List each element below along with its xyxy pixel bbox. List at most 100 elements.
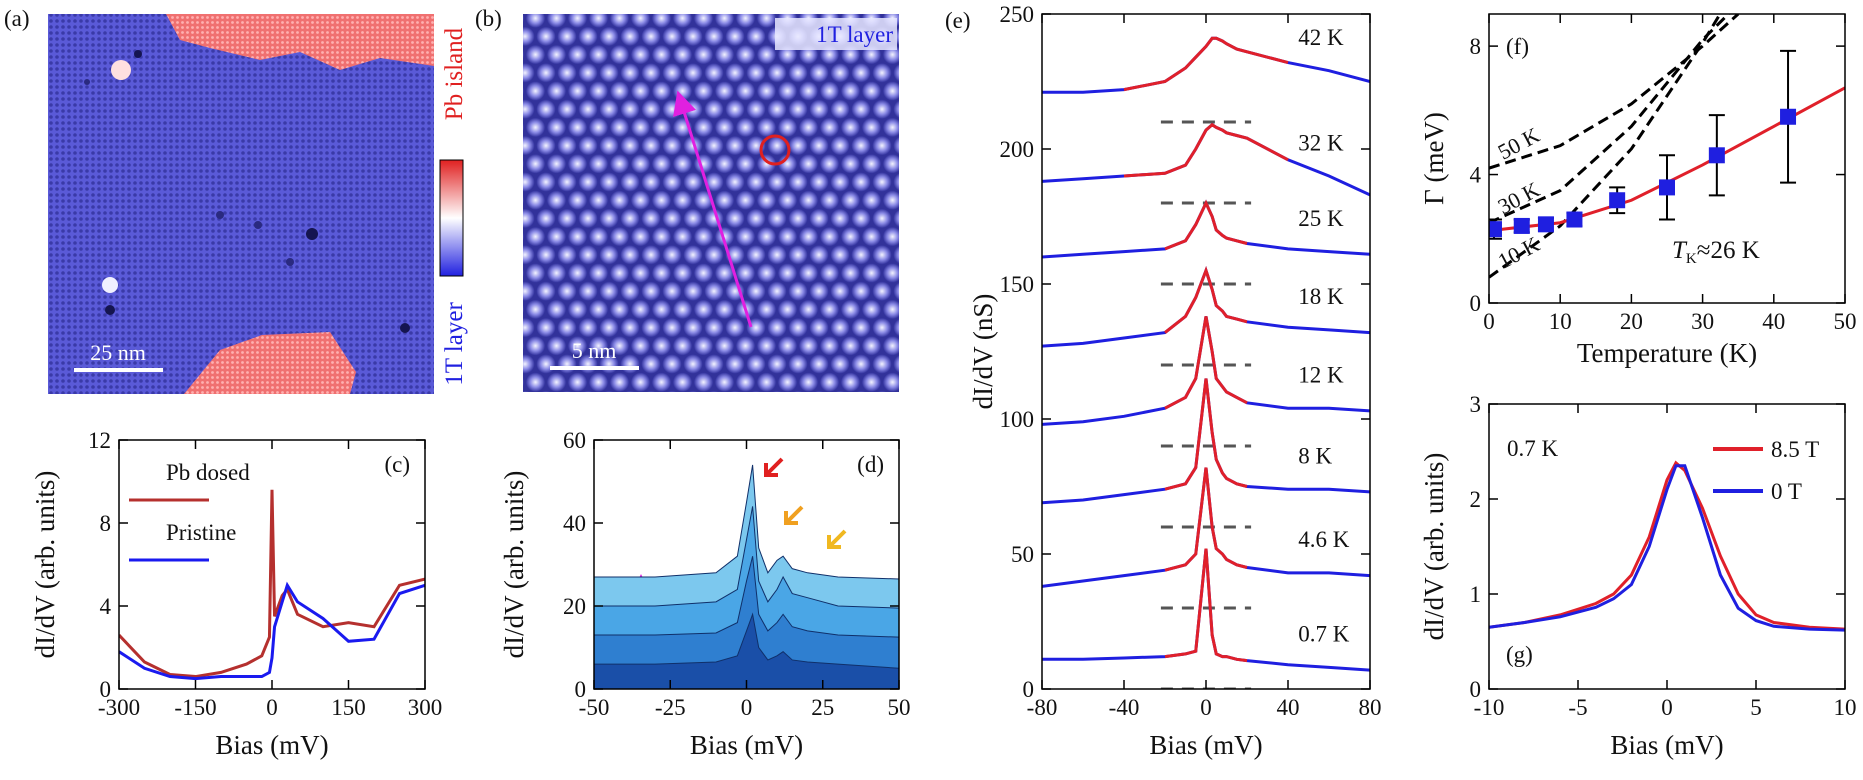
line (1164, 548, 1248, 663)
curve-label: 32 K (1298, 130, 1344, 155)
plot-area (119, 489, 425, 681)
y-tick-label: 8 (100, 511, 112, 536)
x-tick-label: 50 (1834, 309, 1857, 334)
curve-label: 10 K (1494, 231, 1544, 273)
plot-area (594, 464, 899, 689)
x-tick-label: 10 (1834, 695, 1857, 720)
x-axis-label: Bias (mV) (690, 730, 803, 760)
y-tick-label: 0 (1470, 677, 1482, 702)
x-axis-label: Bias (mV) (215, 730, 328, 760)
annotation-part: K (1686, 251, 1697, 267)
curve-label: 50 K (1494, 122, 1544, 164)
axes-frame (1488, 403, 1846, 690)
y-tick-label: 12 (88, 428, 111, 453)
y-tick-label: 2 (1470, 487, 1482, 512)
panel-label: (a) (4, 6, 30, 31)
x-tick-label: 0 (1661, 695, 1673, 720)
axes-frame (1041, 13, 1371, 690)
line (1164, 199, 1248, 251)
line (1489, 14, 1731, 225)
line (1164, 467, 1248, 572)
annotation: 0.7 K (1507, 436, 1559, 461)
curve-label: 18 K (1298, 284, 1344, 309)
line (119, 489, 425, 679)
y-tick-label: 50 (1011, 542, 1034, 567)
colorbar-top-label: Pb island (441, 27, 468, 120)
x-tick-label: 25 (811, 695, 834, 720)
y-tick-label: 0 (1023, 677, 1035, 702)
curve-label: 25 K (1298, 206, 1344, 231)
panel-label: (g) (1506, 642, 1533, 667)
y-tick-label: 20 (563, 594, 586, 619)
annotation-part: ≈26 K (1697, 237, 1760, 264)
panel-label: (d) (857, 452, 884, 477)
annotation: TK≈26 K (1672, 237, 1760, 267)
legend-label: Pristine (166, 520, 236, 545)
curve-label: 30 K (1494, 177, 1544, 219)
x-tick-label: 40 (1762, 309, 1785, 334)
y-tick-label: 4 (1470, 163, 1482, 188)
x-tick-label: -80 (1027, 695, 1058, 720)
y-tick-label: 4 (100, 594, 112, 619)
line (1164, 316, 1248, 410)
x-tick-label: -150 (174, 695, 216, 720)
y-axis-label: Γ (meV) (1419, 112, 1449, 205)
x-tick-label: 80 (1359, 695, 1382, 720)
marker (1537, 216, 1554, 233)
y-axis-label: dI/dV (arb. units) (30, 471, 60, 659)
axes-frame (118, 439, 426, 690)
x-tick-label: -10 (1474, 695, 1505, 720)
y-tick-label: 0 (575, 677, 587, 702)
stm-image-b (523, 14, 899, 392)
plot-area (1042, 36, 1370, 689)
axes-frame (593, 439, 900, 690)
marker (1513, 217, 1530, 234)
curve-label: 42 K (1298, 25, 1344, 50)
annotation-part: T (1672, 237, 1688, 264)
y-tick-label: 60 (563, 428, 586, 453)
x-tick-label: 20 (1620, 309, 1643, 334)
x-tick-label: 300 (408, 695, 443, 720)
curve-label: 12 K (1298, 362, 1344, 387)
x-tick-label: 10 (1549, 309, 1572, 334)
y-tick-label: 3 (1470, 392, 1482, 417)
y-tick-label: 8 (1470, 34, 1482, 59)
y-tick-label: 200 (1000, 137, 1035, 162)
x-tick-label: 5 (1750, 695, 1762, 720)
y-tick-label: 0 (1470, 291, 1482, 316)
y-tick-label: 40 (563, 511, 586, 536)
plot-area (1489, 460, 1845, 632)
colorbar-bottom-label: 1T layer (441, 302, 468, 386)
axes-frame (1488, 13, 1846, 304)
y-tick-label: 250 (1000, 2, 1035, 27)
stm-image-a (48, 14, 464, 394)
line (1489, 14, 1740, 170)
line (1489, 460, 1845, 631)
x-tick-label: 0 (741, 695, 753, 720)
marker (1566, 211, 1583, 228)
scale-bar-label: 25 nm (90, 340, 146, 365)
marker (1659, 179, 1675, 196)
legend-label: 8.5 T (1771, 437, 1819, 462)
curve-label: 4.6 K (1298, 527, 1350, 552)
plot-area (1489, 14, 1845, 279)
curve-label: 0.7 K (1298, 622, 1350, 647)
x-tick-label: -5 (1568, 695, 1587, 720)
x-axis-label: Bias (mV) (1610, 730, 1723, 760)
marker (1780, 108, 1797, 125)
y-tick-label: 0 (100, 677, 112, 702)
y-axis-label: dI/dV (arb. units) (499, 471, 529, 659)
marker (1609, 192, 1626, 209)
x-tick-label: 30 (1691, 309, 1714, 334)
x-tick-label: 40 (1277, 695, 1300, 720)
panel-label: (f) (1506, 34, 1529, 59)
image-annotation: 1T layer (816, 22, 893, 47)
y-axis-label: dI/dV (nS) (968, 294, 998, 410)
area (594, 556, 899, 689)
marker (1708, 147, 1725, 164)
line (1123, 122, 1289, 178)
area (594, 612, 899, 689)
x-tick-label: -300 (98, 695, 140, 720)
